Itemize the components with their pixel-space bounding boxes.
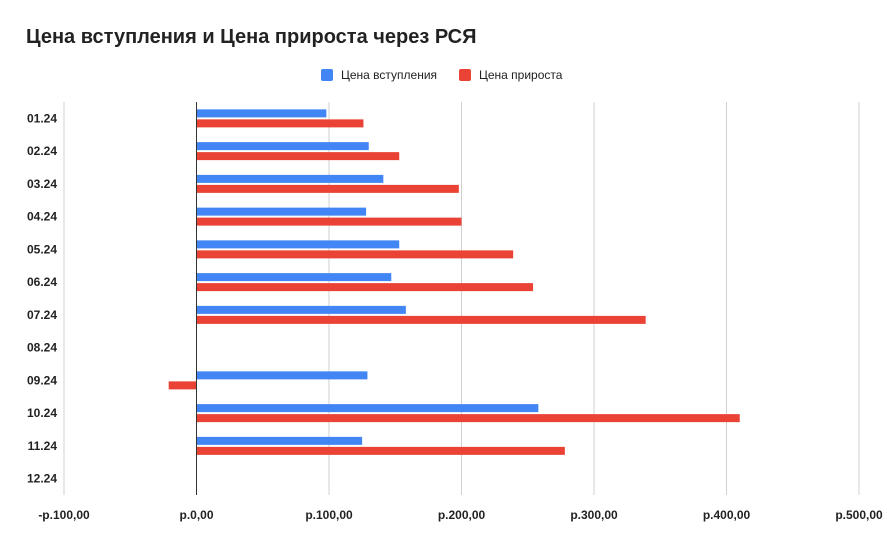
- y-tick-label: 08.24: [27, 341, 57, 355]
- legend-item-entry-price: Цена вступления: [321, 68, 437, 82]
- bar-entry-price: [196, 174, 384, 183]
- bar-growth-price: [196, 283, 534, 292]
- bar-entry-price: [196, 109, 327, 118]
- legend-label-entry-price: Цена вступления: [341, 68, 438, 82]
- y-tick-label: 11.24: [28, 439, 58, 453]
- y-tick-label: 02.24: [27, 144, 57, 158]
- bar-growth-price: [196, 315, 646, 324]
- bar-growth-price: [168, 381, 197, 390]
- bar-growth-price: [196, 152, 400, 161]
- x-tick-label: р.100,00: [305, 508, 353, 522]
- y-tick-label: 10.24: [27, 406, 57, 420]
- legend-label-growth-price: Цена прироста: [479, 68, 563, 82]
- bar-entry-price: [196, 305, 406, 314]
- x-tick-label: р.400,00: [703, 508, 751, 522]
- x-tick-label: -р.100,00: [38, 508, 90, 522]
- x-tick-label: р.0,00: [179, 508, 213, 522]
- bar-entry-price: [196, 273, 392, 282]
- bar-entry-price: [196, 404, 539, 413]
- legend-swatch-growth-price: [459, 69, 471, 81]
- chart-title: Цена вступления и Цена прироста через РС…: [26, 26, 477, 48]
- chart-legend: Цена вступления Цена прироста: [0, 68, 887, 86]
- y-tick-label: 04.24: [27, 210, 57, 224]
- bar-entry-price: [196, 436, 363, 445]
- bar-growth-price: [196, 250, 514, 259]
- bar-entry-price: [196, 207, 367, 216]
- x-tick-label: р.500,00: [835, 508, 883, 522]
- y-tick-label: 01.24: [27, 111, 57, 125]
- x-tick-label: р.200,00: [438, 508, 486, 522]
- legend-item-growth-price: Цена прироста: [459, 68, 562, 82]
- bar-growth-price: [196, 217, 462, 226]
- bar-growth-price: [196, 119, 364, 128]
- bar-entry-price: [196, 371, 368, 380]
- legend-swatch-entry-price: [321, 69, 333, 81]
- y-tick-label: 05.24: [27, 242, 57, 256]
- y-tick-label: 09.24: [27, 373, 57, 387]
- y-tick-label: 03.24: [27, 177, 57, 191]
- x-tick-label: р.300,00: [570, 508, 618, 522]
- bar-entry-price: [196, 142, 369, 151]
- y-tick-label: 12.24: [27, 472, 57, 486]
- bar-entry-price: [196, 240, 400, 249]
- bar-growth-price: [196, 414, 740, 423]
- y-tick-label: 07.24: [27, 308, 57, 322]
- bar-growth-price: [196, 446, 565, 455]
- y-tick-label: 06.24: [27, 275, 57, 289]
- bar-growth-price: [196, 184, 459, 193]
